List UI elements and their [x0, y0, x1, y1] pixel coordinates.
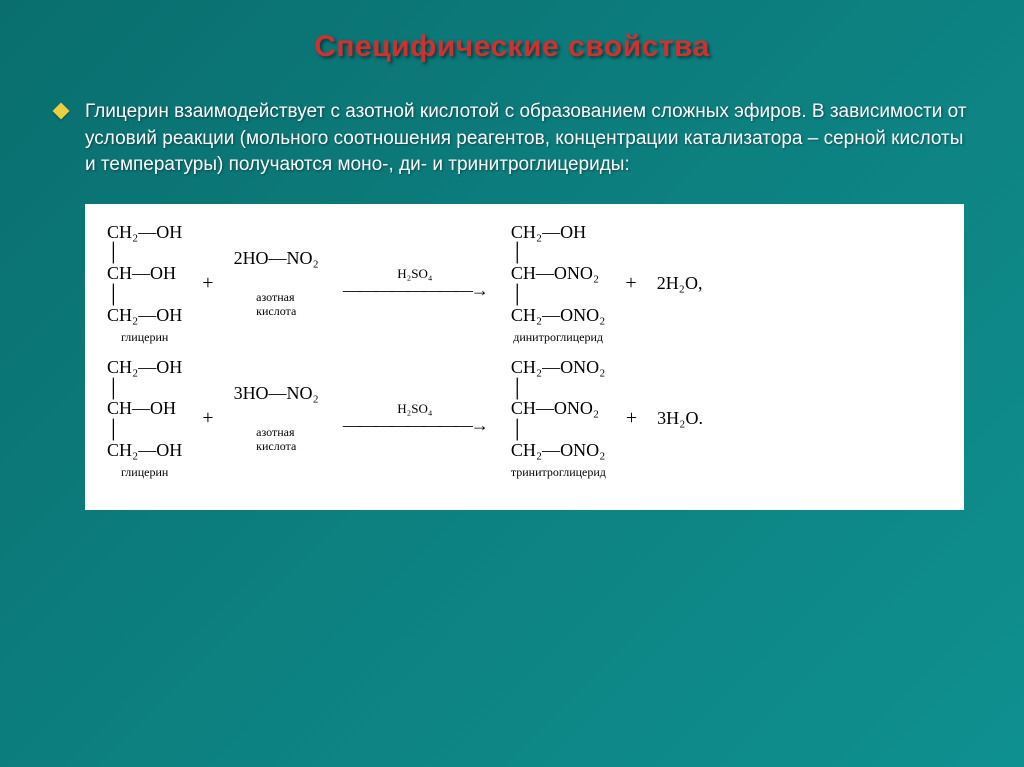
slide: Специфические свойства Глицерин взаимоде… — [0, 0, 1024, 767]
mol-line: │ — [107, 242, 120, 263]
plus-icon: + — [194, 407, 221, 430]
r2-product: CH₂—ONO₂ │ CH—ONO₂ │ CH₂—ONO₂ тринитрогл… — [511, 357, 606, 480]
slide-title: Специфические свойства — [50, 30, 974, 64]
mol-line: CH₂—ONO₂ — [511, 357, 606, 378]
mol-label: тринитроглицерид — [511, 466, 606, 480]
mol-line: CH—ONO₂ — [511, 398, 599, 419]
reagent-formula: 3HO—NO₂ — [234, 383, 319, 404]
mol-line: │ — [107, 284, 120, 305]
mol-line: │ — [511, 419, 524, 440]
mol-line: CH—ONO₂ — [511, 263, 599, 284]
mol-line: │ — [107, 378, 120, 399]
mol-line: CH₂—OH — [107, 357, 182, 378]
body-paragraph: Глицерин взаимодействует с азотной кисло… — [50, 99, 974, 179]
mol-label: динитроглицерид — [513, 331, 603, 345]
arrow-icon: ————————→ — [343, 415, 487, 436]
reactions-panel: CH₂—OH │ CH—OH │ CH₂—OH глицерин + 2HO—N… — [85, 204, 964, 510]
mol-line: CH₂—ONO₂ — [511, 305, 606, 326]
r2-reagent: 3HO—NO₂ азотная кислота — [234, 383, 319, 453]
r1-reagent: 2HO—NO₂ азотная кислота — [234, 248, 319, 318]
reaction-2: CH₂—OH │ CH—OH │ CH₂—OH глицерин + 3HO—N… — [107, 357, 942, 480]
r2-reactant: CH₂—OH │ CH—OH │ CH₂—OH глицерин — [107, 357, 182, 480]
plus-icon: + — [617, 272, 644, 295]
r2-arrow: H₂SO₄ ————————→ — [331, 402, 499, 436]
mol-line: │ — [107, 419, 120, 440]
mol-line: CH—OH — [107, 398, 176, 419]
mol-line: │ — [511, 284, 524, 305]
r1-arrow: H₂SO₄ ————————→ — [331, 267, 499, 301]
mol-label: глицерин — [121, 331, 168, 345]
plus-icon: + — [618, 407, 645, 430]
reagent-label: азотная кислота — [256, 426, 296, 454]
mol-line: │ — [511, 242, 524, 263]
mol-line: CH₂—OH — [107, 222, 182, 243]
reaction-1: CH₂—OH │ CH—OH │ CH₂—OH глицерин + 2HO—N… — [107, 222, 942, 345]
arrow-icon: ————————→ — [343, 280, 487, 301]
r2-water: 3H₂O. — [657, 408, 703, 429]
reagent-formula: 2HO—NO₂ — [234, 248, 319, 269]
r1-product: CH₂—OH │ CH—ONO₂ │ CH₂—ONO₂ динитроглице… — [511, 222, 606, 345]
mol-line: CH₂—ONO₂ — [511, 440, 606, 461]
mol-line: CH₂—OH — [107, 305, 182, 326]
reagent-label: азотная кислота — [256, 291, 296, 319]
mol-line: CH₂—OH — [511, 222, 586, 243]
mol-label: глицерин — [121, 466, 168, 480]
r1-reactant: CH₂—OH │ CH—OH │ CH₂—OH глицерин — [107, 222, 182, 345]
body-text: Глицерин взаимодействует с азотной кисло… — [85, 101, 967, 175]
bullet-icon — [53, 103, 70, 120]
plus-icon: + — [194, 272, 221, 295]
mol-line: │ — [511, 378, 524, 399]
r1-water: 2H₂O, — [657, 273, 703, 294]
mol-line: CH—OH — [107, 263, 176, 284]
mol-line: CH₂—OH — [107, 440, 182, 461]
